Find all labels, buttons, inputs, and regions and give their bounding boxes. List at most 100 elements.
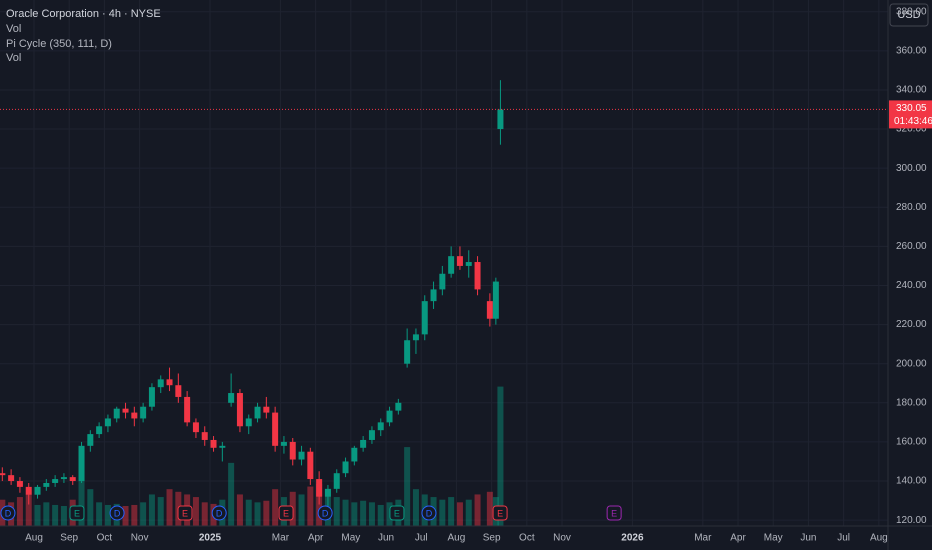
event-marker[interactable] <box>177 505 193 521</box>
volume-bar <box>360 500 367 526</box>
candle-body <box>122 408 129 413</box>
candle-body <box>96 426 103 435</box>
candle-body <box>404 340 411 364</box>
volume-bar <box>307 486 314 526</box>
candle-body <box>448 256 455 274</box>
x-tick-label: Nov <box>131 533 149 544</box>
x-tick-label: Sep <box>483 533 501 544</box>
event-label: E <box>74 508 80 518</box>
x-tick-label: Sep <box>60 533 78 544</box>
y-tick-label: 120.00 <box>896 515 927 526</box>
y-tick-label: 360.00 <box>896 45 927 56</box>
y-tick-label: 200.00 <box>896 358 927 369</box>
candle-body <box>342 461 349 474</box>
event-marker[interactable] <box>389 505 405 521</box>
candle-body <box>78 445 85 482</box>
volume-bar <box>351 502 358 526</box>
volume-bar <box>52 504 59 526</box>
candle-body <box>307 451 314 480</box>
event-label: E <box>283 508 289 518</box>
candle-body <box>25 486 32 495</box>
last-price-box <box>889 100 932 129</box>
candle-body <box>140 406 147 419</box>
event-marker[interactable] <box>492 505 508 521</box>
volume-bar <box>131 504 138 526</box>
volume-bar <box>263 500 270 526</box>
indicator: Pi Cycle (350, 111, D) <box>6 38 112 50</box>
candle-body <box>52 479 59 483</box>
volume-bar <box>272 489 279 526</box>
y-tick-label: 340.00 <box>896 85 927 96</box>
y-tick-label: 320.00 <box>896 124 927 135</box>
x-tick-label: Mar <box>272 533 290 544</box>
candle-body <box>236 393 243 427</box>
candle-body <box>87 434 94 446</box>
volume-bar <box>254 502 261 526</box>
candle-body <box>104 418 111 427</box>
candle-body <box>219 445 226 448</box>
x-tick-label: Jul <box>415 533 428 544</box>
volume-bar <box>497 386 504 526</box>
volume-bar <box>78 447 85 526</box>
currency-label[interactable]: USD <box>897 9 920 21</box>
volume-bar <box>122 506 129 526</box>
volume-bar <box>148 494 155 526</box>
candle-body <box>113 408 120 419</box>
x-tick-label: May <box>764 533 783 544</box>
x-tick-label: Aug <box>870 533 888 544</box>
chart-title: Oracle Corporation · 4h · NYSE <box>6 8 161 20</box>
candle-body <box>8 475 15 482</box>
volume-bar <box>342 499 349 526</box>
candle-body <box>474 262 481 290</box>
candle-body <box>497 109 504 130</box>
volume-bar <box>377 504 384 526</box>
event-label: D <box>114 508 121 518</box>
event-marker[interactable] <box>211 505 227 521</box>
candle-body <box>298 451 305 460</box>
volume-bar <box>486 491 493 526</box>
x-tick-label: 2026 <box>621 533 644 544</box>
volume-bar <box>404 447 411 526</box>
candle-body <box>280 441 287 446</box>
candle-body <box>456 256 463 266</box>
event-marker[interactable] <box>278 505 294 521</box>
countdown-label: 01:43:46 <box>894 116 932 127</box>
event-marker[interactable] <box>606 505 622 521</box>
event-marker[interactable] <box>69 505 85 521</box>
candle-body <box>360 439 367 448</box>
candle-body <box>254 406 261 419</box>
candle-body <box>465 262 472 266</box>
candle-body <box>228 393 235 403</box>
candle-body <box>368 430 375 440</box>
volume-bar <box>166 489 173 526</box>
event-marker[interactable] <box>0 505 16 521</box>
volume-bar <box>87 489 94 526</box>
event-marker[interactable] <box>421 505 437 521</box>
x-tick-label: May <box>341 533 360 544</box>
volume-bar <box>448 497 455 526</box>
volume-bar <box>228 462 235 526</box>
candle-body <box>0 473 6 476</box>
candle-body <box>148 387 155 407</box>
candle-body <box>157 379 164 388</box>
y-tick-label: 240.00 <box>896 280 927 291</box>
x-tick-label: Jun <box>800 533 816 544</box>
candle-body <box>439 273 446 290</box>
event-marker[interactable] <box>317 505 333 521</box>
event-label: E <box>497 508 503 518</box>
currency-button[interactable] <box>889 3 929 27</box>
candle-body <box>421 301 428 335</box>
volume-bar <box>245 499 252 526</box>
volume-bar <box>465 499 472 526</box>
volume-bar <box>140 502 147 526</box>
candle-body <box>184 396 191 423</box>
y-tick-label: 280.00 <box>896 202 927 213</box>
volume-bar <box>43 502 50 526</box>
y-tick-label: 380.00 <box>896 6 927 17</box>
event-marker[interactable] <box>109 505 125 521</box>
x-tick-label: Mar <box>694 533 712 544</box>
x-tick-label: 2025 <box>199 533 222 544</box>
candle-body <box>16 481 23 487</box>
